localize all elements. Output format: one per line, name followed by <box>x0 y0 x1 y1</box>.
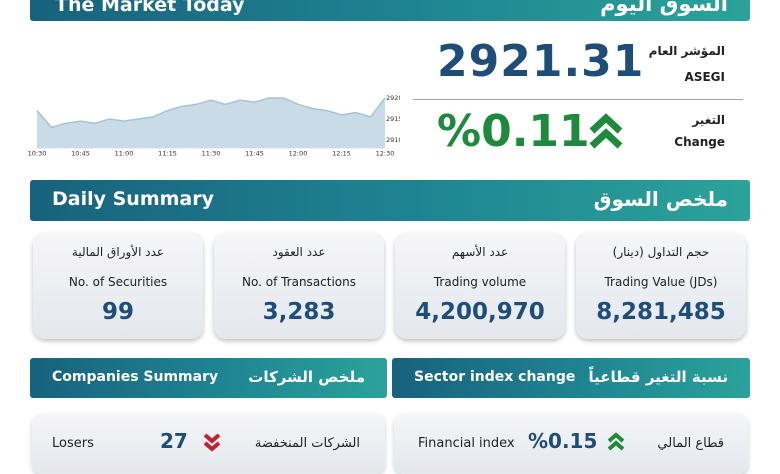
down-icon <box>203 433 221 452</box>
card-label-en: Trading Value (JDs) <box>604 275 718 289</box>
sector-change-title-ar: نسبة التغير قطاعياً <box>588 368 728 386</box>
summary-card: عدد الأوراق المالية No. of Securities 99 <box>33 233 203 339</box>
losers-row: Losers 27 الشركات المنخفضة <box>32 414 385 474</box>
financial-label-ar: قطاع المالي <box>657 436 724 451</box>
index-label-en: ASEGI <box>684 70 725 84</box>
card-label-ar: عدد العقود <box>272 245 326 259</box>
index-label-ar: المؤشر العام <box>648 44 725 58</box>
x-tick-label: 11:15 <box>158 149 177 157</box>
losers-label-en: Losers <box>52 436 94 451</box>
card-value: 3,283 <box>262 299 336 325</box>
x-tick-label: 10:45 <box>71 149 90 157</box>
x-tick-label: 11:30 <box>202 149 221 157</box>
companies-summary-bar: Companies Summary ملخص الشركات <box>30 358 387 398</box>
change-label-en: Change <box>674 135 725 149</box>
x-tick-label: 12:30 <box>376 149 395 157</box>
card-label-ar: حجم التداول (دينار) <box>612 245 710 259</box>
header-title-en: The Market Today <box>55 0 245 16</box>
x-tick-label: 12:15 <box>332 149 351 157</box>
card-value: 8,281,485 <box>596 299 726 325</box>
financial-row: Financial index %0.15 قطاع المالي <box>394 414 748 474</box>
financial-value: %0.15 <box>528 429 598 453</box>
x-tick-label: 12:00 <box>289 149 308 157</box>
sector-change-bar: Sector index change نسبة التغير قطاعياً <box>392 358 750 398</box>
losers-value: 27 <box>160 429 188 453</box>
header-title-ar: السوق اليوم <box>600 0 728 16</box>
x-tick-label: 11:00 <box>115 149 134 157</box>
change-label-ar: التغير <box>692 113 725 127</box>
daily-summary-title-ar: ملخص السوق <box>593 187 728 211</box>
change-value: %0.11 <box>437 106 590 157</box>
chart: 2910 2915 2920 10:30 10:45 11:00 11:15 11:30 11:… <box>28 94 400 157</box>
card-label-en: No. of Securities <box>68 275 168 289</box>
companies-summary-title-en: Companies Summary <box>52 369 219 385</box>
summary-card: حجم التداول (دينار) Trading Value (JDs) 8,… <box>576 233 746 339</box>
daily-summary-bar: Daily Summary ملخص السوق <box>30 180 750 221</box>
card-value: 99 <box>101 299 134 325</box>
separator <box>413 99 743 100</box>
y-tick-label: 2915 <box>386 115 400 123</box>
y-tick-label: 2920 <box>386 94 400 102</box>
financial-label-en: Financial index <box>418 436 515 451</box>
card-label-ar: عدد الأسهم <box>451 245 509 259</box>
card-label-en: Trading volume <box>433 275 527 289</box>
up-icon <box>589 113 623 149</box>
index-value: 2921.31 <box>437 36 645 87</box>
area <box>37 98 385 149</box>
y-tick-label: 2910 <box>386 136 400 144</box>
up-icon-small <box>607 432 625 451</box>
losers-label-ar: الشركات المنخفضة <box>254 436 360 451</box>
summary-card: عدد الأسهم Trading volume 4,200,970 <box>395 233 565 339</box>
summary-card: عدد العقود No. of Transactions 3,283 <box>214 233 384 339</box>
daily-summary-title-en: Daily Summary <box>52 188 215 210</box>
x-tick-label: 11:45 <box>245 149 264 157</box>
companies-summary-title-ar: ملخص الشركات <box>248 368 365 386</box>
card-value: 4,200,970 <box>415 299 545 325</box>
card-label-ar: عدد الأوراق المالية <box>71 245 165 259</box>
x-tick-label: 10:30 <box>28 149 47 157</box>
card-label-en: No. of Transactions <box>241 275 357 289</box>
header-bar: The Market Today السوق اليوم <box>30 0 750 21</box>
sector-change-title-en: Sector index change <box>414 369 576 385</box>
line <box>36 97 386 129</box>
